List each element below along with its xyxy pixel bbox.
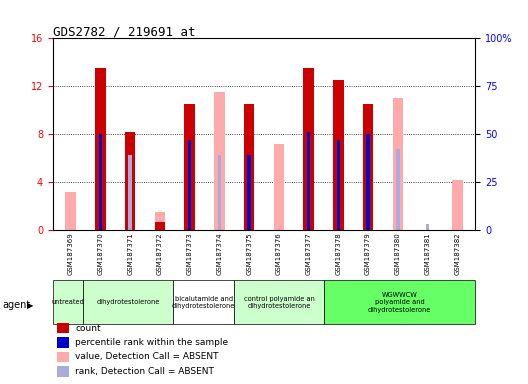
Bar [58, 323, 69, 333]
FancyBboxPatch shape [234, 280, 324, 324]
Bar [155, 212, 165, 230]
Bar [426, 224, 429, 230]
Bar [452, 180, 463, 230]
Text: dihydrotestolerone: dihydrotestolerone [97, 300, 160, 305]
Bar [65, 192, 76, 230]
Text: GSM187374: GSM187374 [216, 232, 222, 275]
Bar [95, 68, 106, 230]
Bar [58, 338, 69, 348]
Bar [128, 155, 132, 230]
Text: GSM187381: GSM187381 [425, 232, 431, 275]
Text: agent: agent [3, 300, 31, 310]
Bar [58, 366, 69, 376]
Bar [393, 98, 403, 230]
Text: GSM187380: GSM187380 [395, 232, 401, 275]
Text: GSM187375: GSM187375 [246, 232, 252, 275]
Text: GSM187379: GSM187379 [365, 232, 371, 275]
Text: GSM187377: GSM187377 [306, 232, 312, 275]
Text: count: count [76, 324, 101, 333]
Text: GSM187370: GSM187370 [97, 232, 103, 275]
Text: WGWWCW
polyamide and
dihydrotestolerone: WGWWCW polyamide and dihydrotestolerone [368, 292, 431, 313]
FancyBboxPatch shape [324, 280, 475, 324]
Text: control polyamide an
dihydrotestolerone: control polyamide an dihydrotestolerone [243, 296, 315, 309]
Bar [99, 134, 102, 230]
Text: untreated: untreated [51, 300, 84, 305]
Bar [274, 144, 284, 230]
FancyBboxPatch shape [83, 280, 174, 324]
Text: value, Detection Call = ABSENT: value, Detection Call = ABSENT [76, 353, 219, 361]
Text: percentile rank within the sample: percentile rank within the sample [76, 338, 229, 347]
Text: GSM187376: GSM187376 [276, 232, 282, 275]
Bar [155, 222, 165, 230]
Text: GSM187382: GSM187382 [455, 232, 460, 275]
Bar [336, 141, 340, 230]
Bar [214, 93, 224, 230]
Bar [304, 68, 314, 230]
Bar [218, 155, 221, 230]
Bar [366, 134, 370, 230]
Text: GSM187371: GSM187371 [127, 232, 133, 275]
Text: rank, Detection Call = ABSENT: rank, Detection Call = ABSENT [76, 367, 214, 376]
Bar [58, 352, 69, 362]
Bar [244, 104, 254, 230]
Text: GSM187372: GSM187372 [157, 232, 163, 275]
Bar [333, 80, 344, 230]
Text: GDS2782 / 219691_at: GDS2782 / 219691_at [53, 25, 195, 38]
Bar [396, 149, 400, 230]
FancyBboxPatch shape [53, 280, 83, 324]
Bar [247, 155, 251, 230]
Text: GSM187373: GSM187373 [186, 232, 193, 275]
FancyBboxPatch shape [174, 280, 234, 324]
Bar [307, 132, 310, 230]
Text: bicalutamide and
dihydrotestolerone: bicalutamide and dihydrotestolerone [172, 296, 235, 309]
Text: ▶: ▶ [27, 301, 34, 310]
Bar [184, 104, 195, 230]
Bar [363, 104, 373, 230]
Bar [125, 132, 135, 230]
Bar [188, 141, 192, 230]
Text: GSM187369: GSM187369 [68, 232, 73, 275]
Text: GSM187378: GSM187378 [335, 232, 342, 275]
